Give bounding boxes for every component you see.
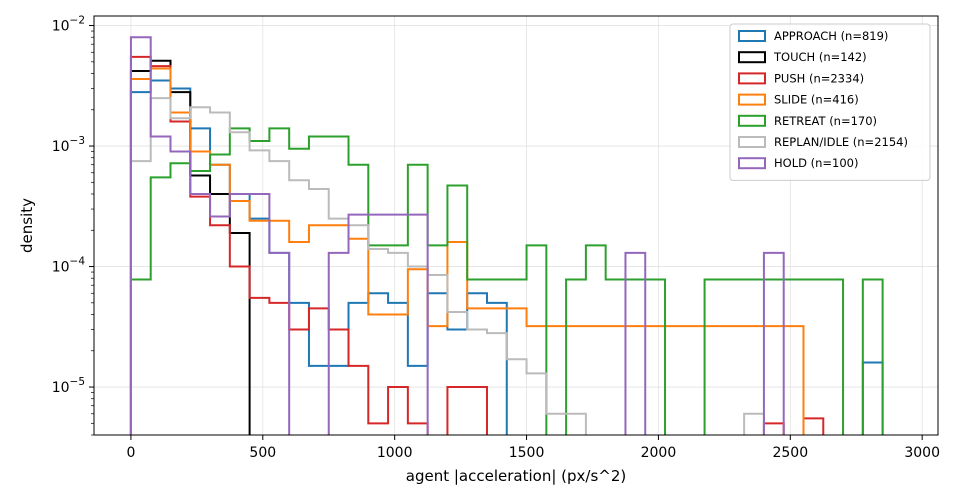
legend-label: HOLD (n=100) [774,156,858,170]
legend-swatch [738,72,766,85]
y-tick-exponent: −4 [70,256,86,268]
series-push-step [129,55,825,435]
legend-swatch [738,30,766,42]
x-axis-ticks: 0 500 1000 1500 2000 2500 3000 [126,435,940,461]
y-tick-label: 10−5 [52,376,85,396]
y-tick-label: 10−2 [52,15,85,35]
x-tick-label: 2500 [772,445,808,461]
y-tick-base: 10 [52,260,70,276]
y-tick-exponent: −5 [70,376,85,388]
legend-label: REPLAN/IDLE (n=2154) [774,135,908,149]
y-tick-exponent: −3 [70,135,85,147]
plot-frame [93,15,939,436]
legend-box [729,23,931,181]
x-tick-label: 0 [126,445,135,461]
x-tick-label: 3000 [904,445,940,461]
legend-swatch [738,157,766,170]
y-tick-label: 10−4 [52,256,86,276]
legend-label: PUSH (n=2334) [774,71,864,85]
legend-swatch [738,136,766,148]
y-axis-label: density [18,198,36,253]
x-tick-label: 1000 [377,445,413,461]
legend-label: TOUCH (n=142) [773,50,867,64]
legend-swatch [738,51,766,64]
y-tick-base: 10 [52,380,70,396]
series-replan-idle-step [129,97,765,435]
series-layer [129,36,884,435]
series-hold-step [129,36,785,435]
legend-swatch [738,93,766,106]
y-tick-base: 10 [52,19,70,35]
x-tick-label: 2000 [641,445,677,461]
y-tick-exponent: −2 [70,15,85,27]
legend-label: RETREAT (n=170) [774,114,877,128]
legend: APPROACH (n=819) TOUCH (n=142) PUSH (n=233… [729,23,931,181]
x-tick-label: 500 [249,445,276,461]
x-axis-label: agent |acceleration| (px/s^2) [406,467,626,485]
y-tick-label: 10−3 [52,135,85,155]
y-axis-ticks: 10−510−410−310−2 [52,15,94,436]
legend-swatch [738,114,766,127]
legend-label: SLIDE (n=416) [774,93,859,107]
series-retreat-step [129,127,884,435]
legend-label: APPROACH (n=819) [774,29,888,43]
y-tick-base: 10 [52,139,70,155]
x-tick-label: 1500 [509,445,545,461]
